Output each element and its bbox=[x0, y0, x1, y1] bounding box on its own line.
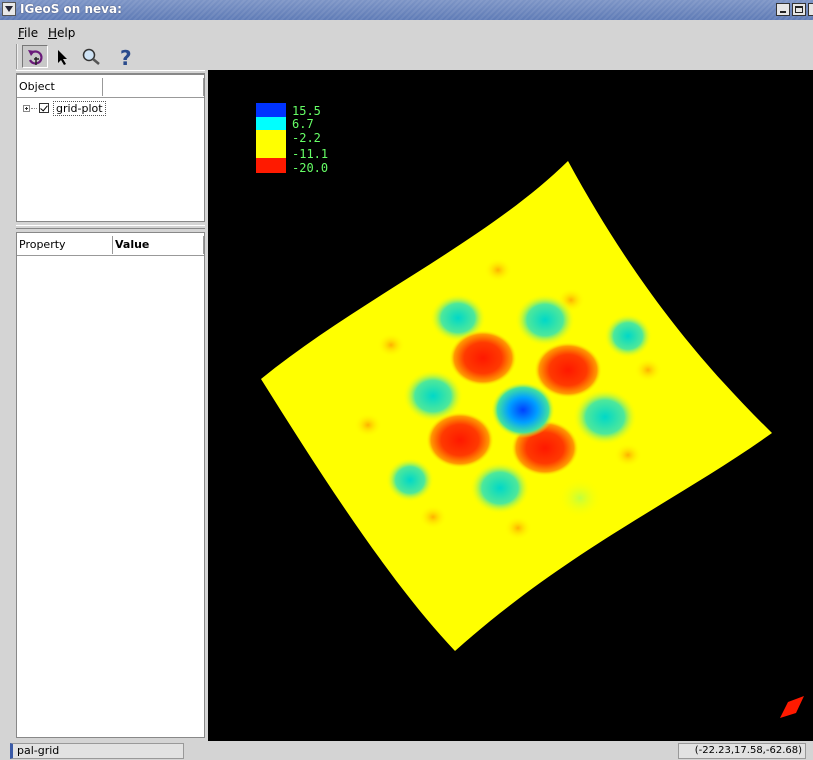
column-value[interactable]: Value bbox=[113, 236, 204, 254]
legend-mid: -2.2 bbox=[292, 131, 321, 145]
maximize-button[interactable] bbox=[792, 3, 806, 16]
property-panel: Property Value bbox=[16, 232, 205, 738]
top-splitter[interactable] bbox=[16, 70, 205, 74]
tree-connector bbox=[31, 108, 37, 110]
legend-min: -20.0 bbox=[292, 161, 328, 175]
title-bar: IGeoS on neva: bbox=[0, 0, 813, 20]
panel-splitter[interactable] bbox=[16, 225, 205, 229]
zoom-button[interactable] bbox=[78, 45, 104, 68]
select-arrow-icon bbox=[58, 50, 67, 65]
color-legend: 15.5 6.7 -2.2 -11.1 -20.0 bbox=[256, 103, 328, 175]
column-object[interactable]: Object bbox=[17, 78, 103, 96]
window-title: IGeoS on neva: bbox=[20, 2, 122, 16]
grid-plot-surface: 15.5 6.7 -2.2 -11.1 -20.0 bbox=[256, 103, 804, 718]
cursor-coordinates: (-22.23,17.58,-62.68) bbox=[678, 743, 806, 759]
orientation-indicator-icon bbox=[780, 696, 804, 718]
svg-text:?: ? bbox=[120, 47, 132, 68]
tree-item-grid-plot[interactable]: grid-plot bbox=[21, 101, 201, 116]
zoom-icon bbox=[82, 48, 100, 65]
menu-help[interactable]: Help bbox=[48, 26, 76, 40]
visibility-checkbox[interactable] bbox=[39, 103, 49, 113]
object-panel-header: Object bbox=[17, 75, 204, 98]
toolbar: ? bbox=[16, 44, 142, 69]
help-icon: ? bbox=[120, 47, 132, 68]
status-bar: pal-grid (-22.23,17.58,-62.68) bbox=[0, 742, 813, 760]
rotate-button[interactable] bbox=[22, 45, 48, 68]
window-menu-icon[interactable] bbox=[2, 2, 16, 16]
property-panel-header: Property Value bbox=[17, 233, 204, 256]
select-button[interactable] bbox=[50, 45, 76, 68]
legend-lower: -11.1 bbox=[292, 147, 328, 161]
3d-viewport[interactable]: 15.5 6.7 -2.2 -11.1 -20.0 bbox=[208, 70, 813, 741]
column-blank[interactable] bbox=[103, 78, 204, 96]
rotate-icon bbox=[28, 50, 43, 65]
status-message: pal-grid bbox=[10, 743, 184, 759]
minimize-button[interactable] bbox=[776, 3, 790, 16]
legend-upper: 6.7 bbox=[292, 117, 314, 131]
menu-bar: File Help bbox=[0, 22, 813, 42]
object-panel: Object grid-plot bbox=[16, 74, 205, 222]
expand-icon[interactable] bbox=[23, 105, 30, 112]
close-button[interactable] bbox=[808, 3, 813, 16]
legend-max: 15.5 bbox=[292, 104, 321, 118]
help-button[interactable]: ? bbox=[114, 45, 140, 68]
column-property[interactable]: Property bbox=[17, 236, 113, 254]
menu-file[interactable]: File bbox=[18, 26, 39, 40]
tree-item-label[interactable]: grid-plot bbox=[53, 101, 106, 116]
